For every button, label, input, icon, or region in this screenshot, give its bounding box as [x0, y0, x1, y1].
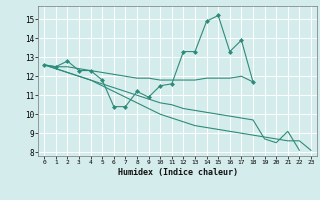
- X-axis label: Humidex (Indice chaleur): Humidex (Indice chaleur): [118, 168, 238, 177]
